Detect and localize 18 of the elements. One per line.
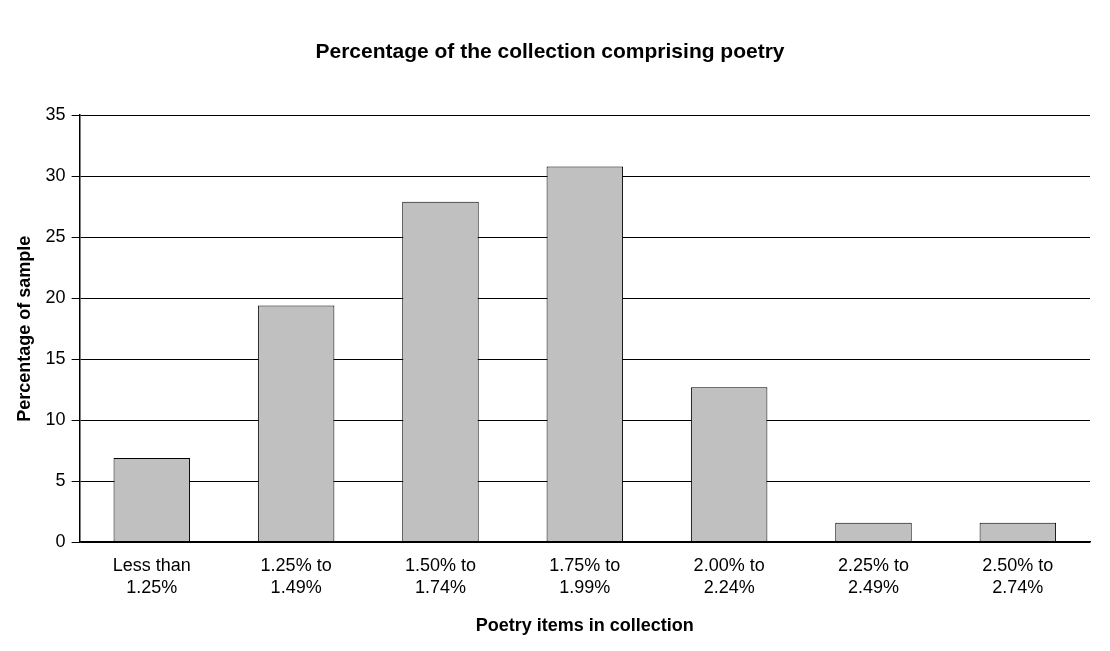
- x-tick-label: 1.25% to 1.49%: [260, 554, 332, 597]
- y-tick-label: 15: [45, 348, 66, 369]
- chart-title: Percentage of the collection comprising poetry: [315, 39, 785, 63]
- x-tick-label: 2.00% to 2.24%: [693, 554, 765, 597]
- y-tick-label: 20: [45, 287, 66, 308]
- y-tick-label: 10: [45, 409, 66, 430]
- y-tick-label: 5: [55, 470, 66, 491]
- x-tick-label: Less than 1.25%: [112, 554, 191, 597]
- y-tick-label: 25: [45, 226, 66, 247]
- x-tick-label: 1.75% to 1.99%: [549, 554, 621, 597]
- y-tick-label: 0: [55, 531, 66, 552]
- y-tick-label: 35: [45, 104, 66, 125]
- y-axis-title: Percentage of sample: [13, 235, 34, 422]
- x-tick-label: 2.25% to 2.49%: [837, 554, 910, 597]
- x-tick-label: 2.50% to 2.74%: [982, 554, 1054, 597]
- x-axis-title: Poetry items in collection: [475, 615, 694, 636]
- y-tick-label: 30: [45, 165, 66, 186]
- x-tick-label: 1.50% to 1.74%: [404, 554, 476, 597]
